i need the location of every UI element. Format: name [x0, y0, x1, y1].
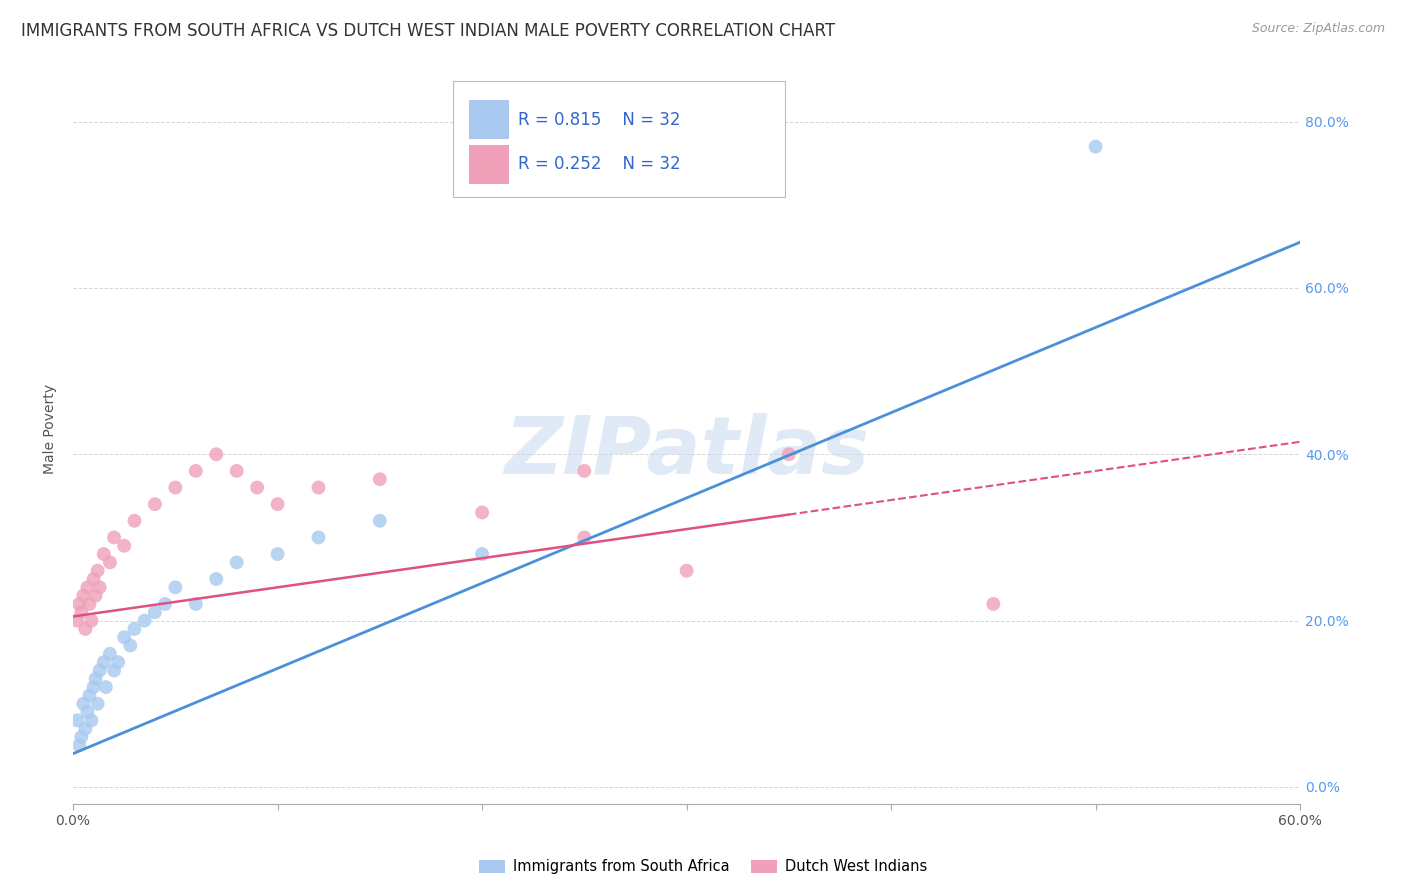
Point: [84, 672, 107, 686]
Text: R = 0.815    N = 32: R = 0.815 N = 32: [519, 111, 681, 128]
Point: [98, 555, 121, 569]
Point: [75, 622, 97, 636]
Point: [368, 472, 391, 486]
Point: [124, 514, 146, 528]
Point: [67, 597, 90, 611]
Point: [308, 531, 330, 545]
Text: ZIPatlas: ZIPatlas: [505, 413, 869, 491]
Point: [75, 722, 97, 736]
Point: [1084, 139, 1107, 153]
Point: [778, 447, 800, 461]
Point: [266, 497, 288, 511]
Point: [143, 605, 166, 619]
Point: [70, 730, 93, 744]
Point: [266, 547, 288, 561]
Point: [143, 497, 166, 511]
Point: [72, 589, 94, 603]
Point: [86, 697, 108, 711]
Point: [675, 564, 697, 578]
Point: [124, 622, 146, 636]
Point: [205, 572, 228, 586]
Point: [76, 705, 98, 719]
Point: [368, 514, 391, 528]
Point: [83, 680, 105, 694]
Point: [79, 689, 101, 703]
Text: Source: ZipAtlas.com: Source: ZipAtlas.com: [1251, 22, 1385, 36]
Point: [165, 481, 187, 495]
Point: [103, 664, 125, 678]
Text: R = 0.252    N = 32: R = 0.252 N = 32: [519, 155, 681, 173]
Point: [153, 597, 176, 611]
Legend: Immigrants from South Africa, Dutch West Indians: Immigrants from South Africa, Dutch West…: [474, 854, 932, 880]
Point: [112, 630, 135, 644]
Point: [225, 464, 247, 478]
Point: [76, 580, 98, 594]
Point: [70, 605, 93, 619]
Point: [225, 555, 247, 569]
Point: [84, 589, 107, 603]
Point: [79, 597, 101, 611]
Point: [86, 564, 108, 578]
Point: [98, 647, 121, 661]
Point: [67, 739, 90, 753]
Point: [112, 539, 135, 553]
FancyBboxPatch shape: [470, 145, 509, 184]
Point: [205, 447, 228, 461]
Text: IMMIGRANTS FROM SOUTH AFRICA VS DUTCH WEST INDIAN MALE POVERTY CORRELATION CHART: IMMIGRANTS FROM SOUTH AFRICA VS DUTCH WE…: [21, 22, 835, 40]
Point: [184, 464, 207, 478]
Point: [72, 697, 94, 711]
Point: [981, 597, 1004, 611]
Point: [80, 614, 103, 628]
Point: [134, 614, 156, 628]
Point: [94, 680, 117, 694]
Point: [103, 531, 125, 545]
Point: [93, 655, 115, 669]
FancyBboxPatch shape: [470, 100, 509, 139]
Point: [89, 580, 111, 594]
Point: [120, 639, 142, 653]
Point: [93, 547, 115, 561]
Point: [66, 714, 89, 728]
Point: [107, 655, 129, 669]
Point: [574, 464, 596, 478]
Point: [83, 572, 105, 586]
Point: [66, 614, 89, 628]
Point: [471, 547, 494, 561]
Point: [89, 664, 111, 678]
Point: [80, 714, 103, 728]
Point: [184, 597, 207, 611]
Y-axis label: Male Poverty: Male Poverty: [44, 384, 58, 475]
FancyBboxPatch shape: [454, 81, 785, 197]
Point: [246, 481, 269, 495]
Point: [471, 506, 494, 520]
Point: [165, 580, 187, 594]
Point: [574, 531, 596, 545]
Point: [308, 481, 330, 495]
